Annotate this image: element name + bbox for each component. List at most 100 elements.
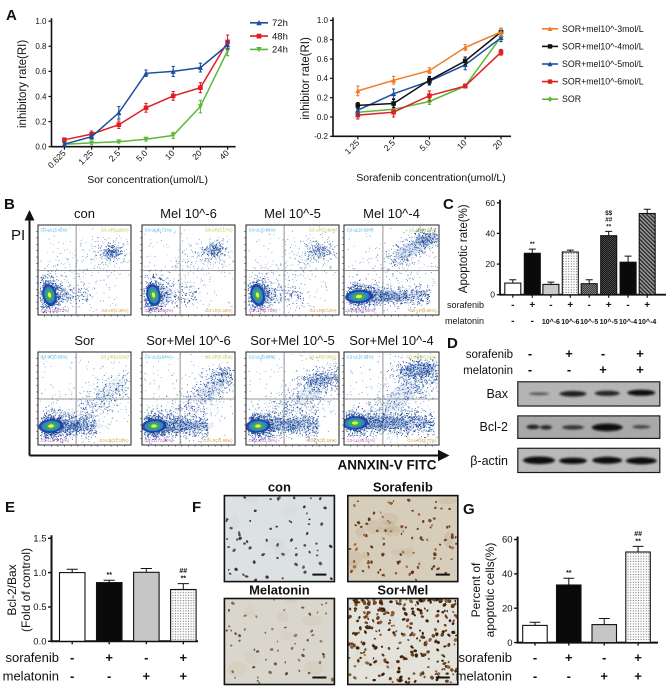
svg-text:**: ** (606, 223, 611, 230)
svg-text:0.0: 0.0 (317, 113, 329, 122)
svg-text:G3-LR(43.77%): G3-LR(43.77%) (407, 438, 437, 443)
svg-text:Sor concentration(umol/L): Sor concentration(umol/L) (87, 174, 208, 186)
svg-text:60: 60 (502, 535, 513, 546)
svg-text:10^-4: 10^-4 (638, 318, 656, 326)
svg-text:inhibitor rate(RI): inhibitor rate(RI) (300, 37, 312, 120)
svg-text:sorafenib: sorafenib (466, 349, 513, 361)
svg-text:20: 20 (190, 148, 204, 162)
svg-text:-: - (107, 669, 111, 684)
svg-text:G3-LL(92.75%): G3-LL(92.75%) (249, 308, 278, 313)
svg-text:D: D (447, 335, 458, 352)
svg-text:Mel 10^-6: Mel 10^-6 (160, 206, 217, 221)
svg-text:0.8: 0.8 (35, 42, 47, 51)
svg-text:0.4: 0.4 (317, 74, 329, 83)
svg-text:G3-UL(0.50%): G3-UL(0.50%) (347, 228, 375, 233)
svg-text:-: - (531, 316, 534, 327)
svg-text:G3-LR(3.13%): G3-LR(3.13%) (310, 308, 338, 313)
svg-text:+: + (600, 669, 608, 684)
svg-text:40: 40 (486, 228, 496, 238)
svg-text:0.2: 0.2 (317, 94, 329, 103)
svg-text:apoptotic cells(%): apoptotic cells(%) (483, 543, 497, 638)
svg-text:E: E (5, 499, 15, 516)
svg-text:**: ** (566, 570, 572, 577)
svg-text:20: 20 (491, 137, 505, 151)
svg-text:0.6: 0.6 (317, 55, 329, 64)
svg-text:Mel 10^-4: Mel 10^-4 (363, 206, 420, 221)
svg-text:Bcl-2: Bcl-2 (480, 420, 509, 434)
svg-text:+: + (529, 300, 535, 311)
svg-text:+: + (634, 650, 642, 665)
svg-text:SOR: SOR (562, 94, 581, 104)
svg-text:G3-UR(3.46%): G3-UR(3.46%) (309, 228, 337, 233)
svg-text:+: + (636, 362, 644, 377)
svg-text:2.5: 2.5 (382, 137, 398, 153)
svg-text:Apoptotic rate(%): Apoptotic rate(%) (458, 204, 470, 293)
svg-text:G3-UR(8.86%): G3-UR(8.86%) (409, 228, 437, 233)
svg-text:G3-LR(5.66%): G3-LR(5.66%) (410, 308, 438, 313)
svg-text:+: + (567, 300, 573, 311)
svg-text:(Fold of control): (Fold of control) (19, 548, 33, 632)
svg-text:20: 20 (502, 603, 513, 614)
svg-text:Mel 10^-5: Mel 10^-5 (264, 206, 321, 221)
svg-text:-: - (511, 316, 514, 327)
svg-text:G3-LL(45.51%): G3-LL(45.51%) (347, 438, 376, 443)
svg-text:G3-UR(2.93%): G3-UR(2.93%) (101, 228, 129, 233)
svg-text:Bax: Bax (486, 387, 508, 401)
svg-text:Melatonin: Melatonin (249, 583, 310, 598)
svg-text:+: + (636, 346, 644, 361)
svg-text:$$: $$ (605, 210, 612, 217)
svg-text:ANNXIN-V FITC: ANNXIN-V FITC (338, 458, 437, 473)
svg-text:G3-UL(0.64%): G3-UL(0.64%) (145, 355, 173, 360)
svg-text:G: G (463, 501, 475, 518)
svg-text:0.5: 0.5 (33, 602, 46, 613)
svg-text:G3-LL(93.83%): G3-LL(93.83%) (145, 308, 174, 313)
svg-text:-: - (528, 346, 532, 361)
svg-text:10^-6: 10^-6 (561, 318, 579, 326)
svg-text:+: + (565, 346, 573, 361)
svg-text:Sor+Mel 10^-5: Sor+Mel 10^-5 (250, 333, 335, 348)
svg-text:##: ## (634, 531, 642, 538)
svg-text:10^-5: 10^-5 (600, 318, 618, 326)
svg-text:SOR+mel10^-5mol/L: SOR+mel10^-5mol/L (562, 59, 644, 69)
svg-text:72h: 72h (272, 18, 288, 29)
svg-text:-: - (549, 300, 552, 311)
svg-text:##: ## (179, 568, 187, 575)
svg-text:B: B (4, 196, 15, 213)
svg-text:G3-UL(3.42%): G3-UL(3.42%) (41, 228, 69, 233)
svg-text:+: + (599, 362, 607, 377)
svg-text:+: + (143, 669, 151, 684)
svg-text:40: 40 (502, 569, 513, 580)
svg-text:G3-LR(2.39%): G3-LR(2.39%) (102, 308, 130, 313)
svg-text:1.25: 1.25 (342, 137, 361, 156)
svg-text:10: 10 (163, 148, 177, 162)
svg-text:G3-LL(73.75%): G3-LL(73.75%) (41, 438, 70, 443)
svg-text:5.0: 5.0 (417, 137, 433, 153)
svg-text:Percent of: Percent of (469, 562, 483, 617)
svg-text:1.25: 1.25 (76, 148, 95, 167)
svg-text:-: - (601, 346, 605, 361)
svg-text:G3-LL(84.98%): G3-LL(84.98%) (347, 308, 376, 313)
svg-text:F: F (192, 499, 201, 516)
svg-text:24h: 24h (272, 45, 288, 56)
svg-text:con: con (74, 206, 95, 221)
svg-text:1.0: 1.0 (33, 568, 46, 579)
svg-text:G3-UR(5.16%): G3-UR(5.16%) (205, 355, 233, 360)
svg-text:G3-UR(10.21%): G3-UR(10.21%) (406, 355, 437, 360)
svg-text:##: ## (605, 217, 612, 224)
svg-text:0.0: 0.0 (35, 143, 47, 152)
svg-text:-: - (533, 650, 537, 665)
svg-text:melatonin: melatonin (3, 669, 59, 684)
svg-text:G3-UL(0.51%): G3-UL(0.51%) (347, 355, 375, 360)
svg-text:G3-UL(0.99%): G3-UL(0.99%) (249, 355, 277, 360)
svg-text:0.2: 0.2 (35, 117, 47, 126)
svg-text:5.0: 5.0 (134, 148, 150, 164)
svg-text:G3-UR(2.51%): G3-UR(2.51%) (101, 355, 129, 360)
svg-text:60: 60 (486, 198, 496, 208)
svg-text:G3-LR(23.15%): G3-LR(23.15%) (99, 438, 129, 443)
svg-text:con: con (268, 480, 291, 495)
svg-text:SOR+mel10^-3mol/L: SOR+mel10^-3mol/L (562, 24, 644, 34)
svg-text:20: 20 (486, 259, 496, 269)
svg-text:SOR+mel10^-4mol/L: SOR+mel10^-4mol/L (562, 41, 644, 51)
svg-text:10: 10 (455, 137, 469, 151)
svg-text:G3-UR(3.08%): G3-UR(3.08%) (309, 355, 337, 360)
